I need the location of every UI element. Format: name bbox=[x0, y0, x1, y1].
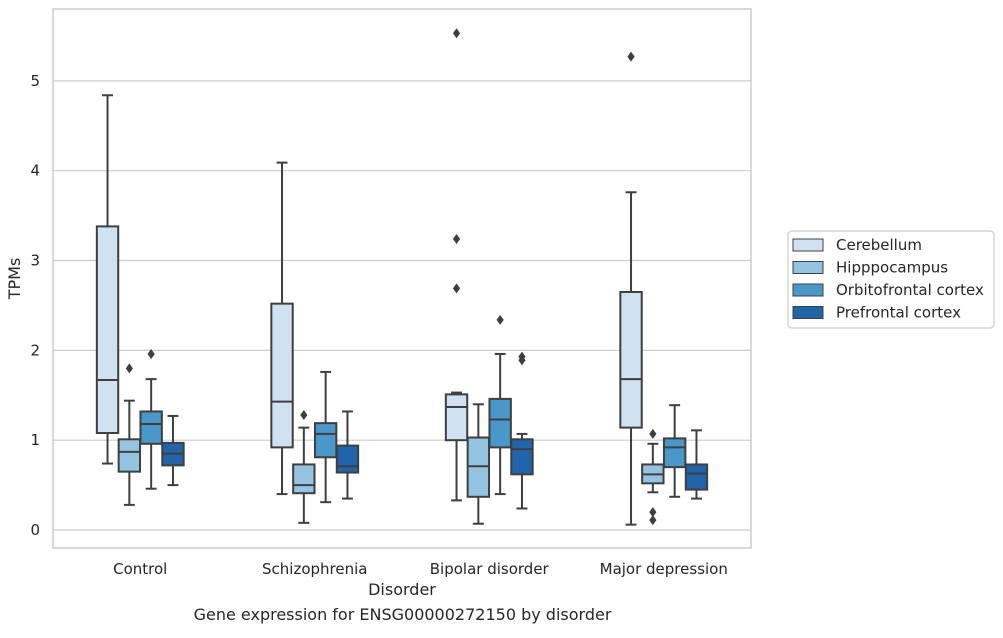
box-body bbox=[139, 410, 163, 445]
outlier-point bbox=[147, 348, 155, 359]
box-3-2 bbox=[662, 404, 687, 498]
box-0-2 bbox=[139, 348, 163, 490]
box-0-3 bbox=[161, 414, 185, 487]
outlier-point bbox=[649, 507, 657, 518]
outlier-point bbox=[496, 314, 504, 325]
box-1-2 bbox=[313, 370, 338, 504]
box-0-0 bbox=[95, 94, 120, 465]
box-1-1 bbox=[292, 410, 316, 524]
outlier-point bbox=[300, 410, 308, 421]
outlier-point bbox=[649, 428, 657, 439]
legend-frame bbox=[787, 230, 995, 329]
legend: Cerebellum Hipppocampus Orbitofrontal cort… bbox=[787, 230, 995, 329]
y-tick-label: 5 bbox=[30, 72, 40, 90]
y-tick-label: 1 bbox=[30, 431, 40, 449]
x-tick-label: Major depression bbox=[600, 560, 728, 578]
box-body bbox=[313, 422, 338, 459]
legend-swatch bbox=[792, 261, 824, 274]
legend-swatch bbox=[792, 283, 824, 297]
box-3-3 bbox=[684, 429, 709, 500]
box-body bbox=[444, 393, 469, 442]
legend-label: Prefrontal cortex bbox=[836, 304, 961, 322]
outlier-point bbox=[649, 515, 657, 526]
outlier-point bbox=[627, 51, 635, 62]
box-body bbox=[335, 444, 360, 474]
box-1-3 bbox=[335, 410, 360, 500]
outlier-point bbox=[518, 351, 526, 362]
box-body bbox=[510, 438, 534, 476]
box-body bbox=[117, 438, 142, 473]
box-2-3 bbox=[510, 351, 534, 510]
box-2-2 bbox=[488, 314, 512, 496]
figure-caption: Gene expression for ENSG00000272150 by d… bbox=[193, 605, 612, 624]
outlier-point bbox=[452, 28, 461, 39]
box-1-0 bbox=[270, 161, 294, 496]
y-tick-label: 3 bbox=[30, 252, 40, 270]
box-body bbox=[684, 463, 709, 491]
legend-label: Orbitofrontal cortex bbox=[836, 281, 984, 299]
outlier-point bbox=[125, 363, 133, 374]
box-3-0 bbox=[619, 51, 643, 526]
x-tick-label: Schizophrenia bbox=[262, 560, 367, 578]
outlier-point bbox=[452, 233, 461, 244]
x-tick-label: Bipolar disorder bbox=[430, 560, 550, 578]
legend-swatch bbox=[792, 306, 824, 319]
y-tick-label: 0 bbox=[30, 521, 40, 539]
box-body bbox=[270, 302, 294, 449]
legend-label: Hipppocampus bbox=[836, 259, 948, 277]
y-axis-label: TPMs bbox=[5, 258, 24, 301]
box-body bbox=[619, 290, 643, 429]
legend-label: Cerebellum bbox=[836, 236, 922, 254]
box-body bbox=[662, 437, 687, 469]
box-3-1 bbox=[641, 428, 665, 526]
box-2-0 bbox=[444, 28, 469, 502]
y-tick-label: 2 bbox=[30, 341, 40, 359]
box-body bbox=[488, 397, 512, 449]
box-body bbox=[95, 225, 120, 435]
plot-frame bbox=[52, 8, 752, 549]
x-axis-label: Disorder bbox=[368, 580, 436, 599]
legend-swatch bbox=[792, 238, 824, 252]
y-tick-label: 4 bbox=[30, 162, 40, 180]
box-2-1 bbox=[466, 403, 491, 525]
box-body bbox=[292, 463, 316, 495]
outlier-point bbox=[452, 283, 461, 294]
x-tick-label: Control bbox=[113, 560, 167, 578]
box-0-1 bbox=[117, 363, 142, 506]
